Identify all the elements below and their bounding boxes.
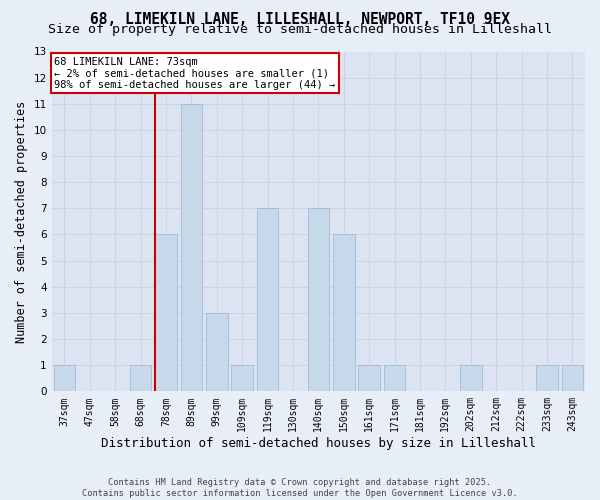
X-axis label: Distribution of semi-detached houses by size in Lilleshall: Distribution of semi-detached houses by … — [101, 437, 536, 450]
Bar — [130, 365, 151, 392]
Bar — [155, 234, 177, 392]
Bar — [358, 365, 380, 392]
Text: Size of property relative to semi-detached houses in Lilleshall: Size of property relative to semi-detach… — [48, 22, 552, 36]
Bar — [206, 313, 227, 392]
Bar — [53, 365, 75, 392]
Bar — [384, 365, 406, 392]
Bar — [333, 234, 355, 392]
Bar — [562, 365, 583, 392]
Bar — [536, 365, 557, 392]
Bar — [232, 365, 253, 392]
Text: 68 LIMEKILN LANE: 73sqm
← 2% of semi-detached houses are smaller (1)
98% of semi: 68 LIMEKILN LANE: 73sqm ← 2% of semi-det… — [55, 56, 335, 90]
Text: Contains HM Land Registry data © Crown copyright and database right 2025.
Contai: Contains HM Land Registry data © Crown c… — [82, 478, 518, 498]
Bar — [181, 104, 202, 392]
Bar — [257, 208, 278, 392]
Text: 68, LIMEKILN LANE, LILLESHALL, NEWPORT, TF10 9EX: 68, LIMEKILN LANE, LILLESHALL, NEWPORT, … — [90, 12, 510, 28]
Y-axis label: Number of semi-detached properties: Number of semi-detached properties — [15, 100, 28, 342]
Bar — [460, 365, 482, 392]
Bar — [308, 208, 329, 392]
